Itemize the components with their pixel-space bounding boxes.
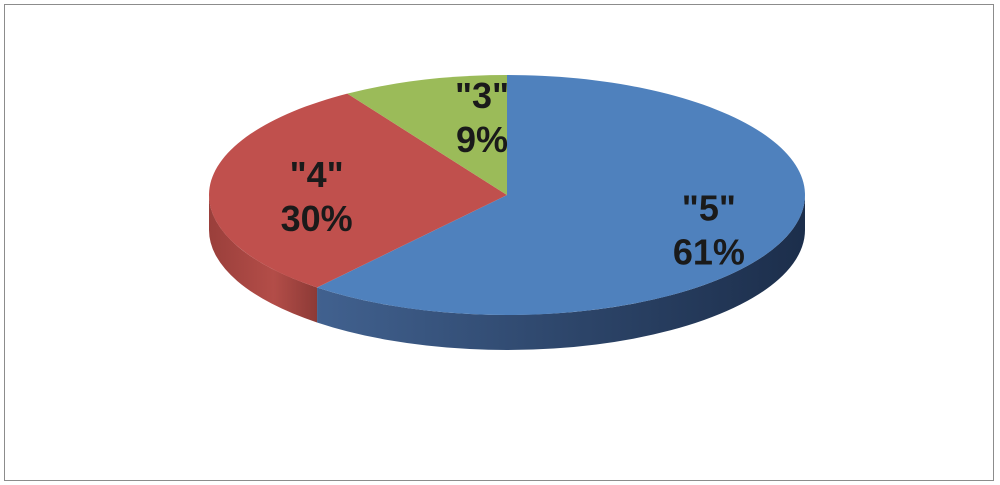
pie-side-4 bbox=[209, 195, 318, 323]
pie-slice-5 bbox=[317, 75, 806, 315]
pie-sides bbox=[209, 195, 805, 350]
data-label-percent: 30% bbox=[281, 198, 353, 239]
pie-side-5 bbox=[317, 195, 805, 350]
pie-slice-3 bbox=[347, 75, 507, 195]
data-label-percent: 61% bbox=[673, 231, 745, 272]
pie-tops bbox=[208, 75, 806, 315]
data-label-category: "3" bbox=[455, 75, 509, 116]
data-label-percent: 9% bbox=[456, 119, 508, 160]
data-label-category: "5" bbox=[682, 187, 736, 228]
data-label-category: "4" bbox=[290, 154, 344, 195]
pie-slice-4 bbox=[208, 93, 507, 288]
pie-labels: "5"61% "4"30% "3"9% bbox=[281, 75, 745, 272]
